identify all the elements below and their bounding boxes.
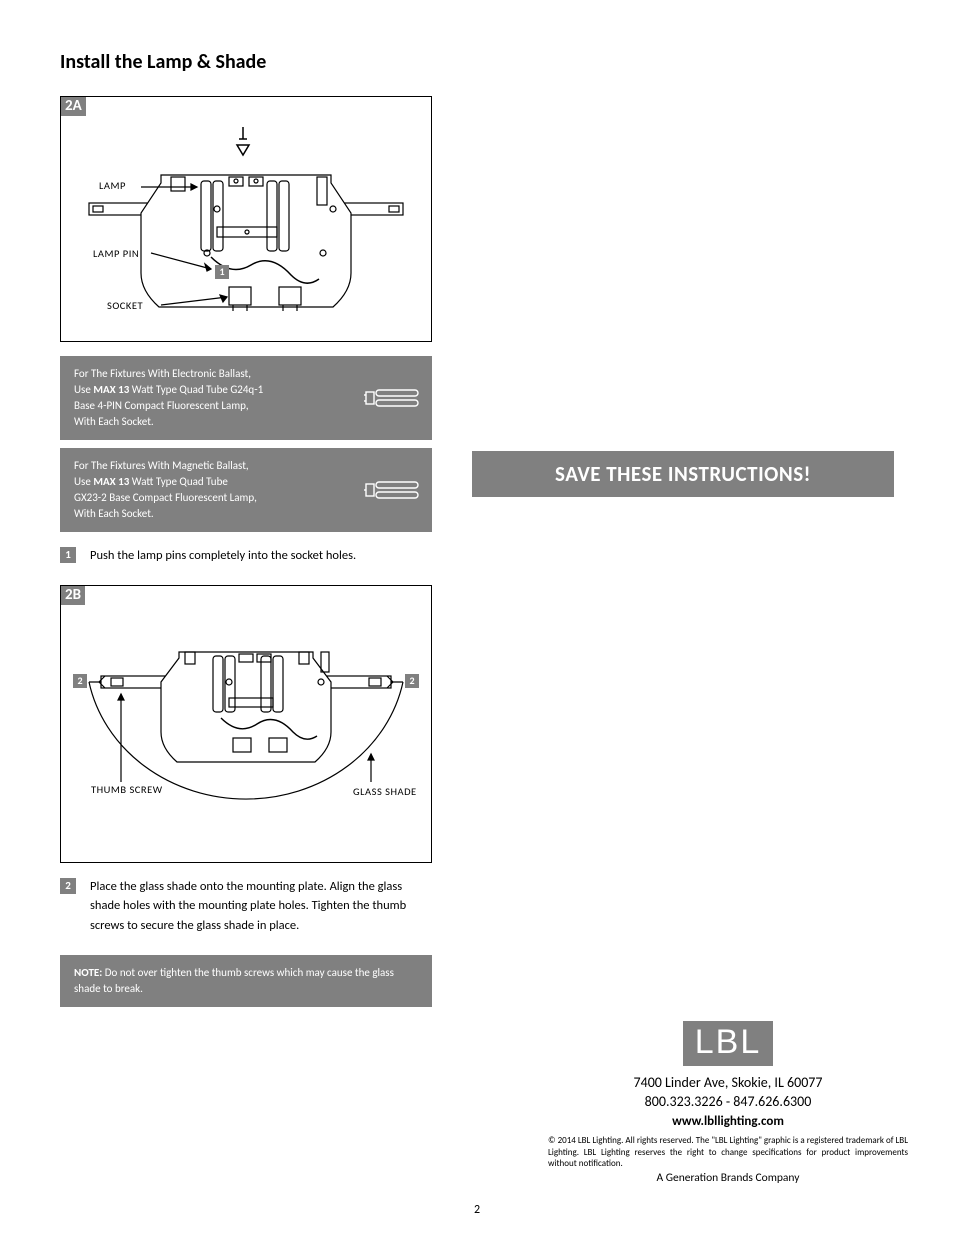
step-1-text: Push the lamp pins completely into the s… xyxy=(90,546,356,565)
two-column-layout: 2A xyxy=(60,96,894,1015)
note-text: Do not over tighten the thumb screws whi… xyxy=(74,966,394,995)
note-text: For The Fixtures With Magnetic Ballast, xyxy=(74,459,249,472)
callout-magnetic-ballast: For The Fixtures With Magnetic Ballast, … xyxy=(60,448,432,532)
note-text: With Each Socket. xyxy=(74,415,154,428)
note-text: Watt Type Quad Tube xyxy=(129,475,228,488)
step-2-number: 2 xyxy=(60,878,76,894)
note-text: For The Fixtures With Electronic Ballast… xyxy=(74,367,251,380)
note-prefix: NOTE: xyxy=(74,966,102,979)
label-lamp: LAMP xyxy=(99,179,126,192)
label-lamp-pin: LAMP PIN xyxy=(93,247,139,260)
note-text: GX23-2 Base Compact Fluorescent Lamp, xyxy=(74,491,257,504)
callout-electronic-ballast: For The Fixtures With Electronic Ballast… xyxy=(60,356,432,440)
figure-2a: 2A xyxy=(60,96,432,342)
footer-url: www.lbllighting.com xyxy=(548,1114,908,1129)
lbl-logo: LBL xyxy=(683,1021,774,1066)
footer: LBL 7400 Linder Ave, Skokie, IL 60077 80… xyxy=(548,1021,908,1185)
step-1: 1 Push the lamp pins completely into the… xyxy=(60,546,432,565)
note-text: MAX 13 xyxy=(93,475,129,488)
marker-1: 1 xyxy=(215,265,229,279)
save-instructions-banner: SAVE THESE INSTRUCTIONS! xyxy=(472,451,894,497)
marker-2-left: 2 xyxy=(73,674,87,688)
page-number: 2 xyxy=(0,1203,954,1217)
step-2-text: Place the glass shade onto the mounting … xyxy=(90,877,432,935)
right-column: SAVE THESE INSTRUCTIONS! xyxy=(472,96,894,1015)
marker-2-right: 2 xyxy=(405,674,419,688)
note-text: Use xyxy=(74,383,93,396)
figure-2b-diagram xyxy=(61,586,431,862)
left-column: 2A xyxy=(60,96,432,1015)
footer-legal: © 2014 LBL Lighting. All rights reserved… xyxy=(548,1135,908,1169)
note-text: Use xyxy=(74,475,93,488)
label-thumb-screw: THUMB SCREW xyxy=(91,784,163,797)
note-text: Watt Type Quad Tube G24q-1 xyxy=(129,383,263,396)
step-1-number: 1 xyxy=(60,547,76,563)
figure-2b: 2B xyxy=(60,585,432,863)
footer-tagline: A Generation Brands Company xyxy=(548,1171,908,1185)
note-text: Base 4-PIN Compact Fluorescent Lamp, xyxy=(74,399,249,412)
footer-phones: 800.323.3226 - 847.626.6300 xyxy=(548,1093,908,1110)
step-2: 2 Place the glass shade onto the mountin… xyxy=(60,877,432,935)
note-text: MAX 13 xyxy=(93,383,129,396)
lamp-2pin-icon xyxy=(364,480,420,500)
label-glass-shade: GLASS SHADE xyxy=(353,786,417,799)
label-socket: SOCKET xyxy=(107,299,143,312)
caution-note: NOTE: Do not over tighten the thumb scre… xyxy=(60,955,432,1007)
footer-address: 7400 Linder Ave, Skokie, IL 60077 xyxy=(548,1074,908,1091)
lamp-4pin-icon xyxy=(364,388,420,408)
page-title: Install the Lamp & Shade xyxy=(60,50,894,74)
note-text: With Each Socket. xyxy=(74,507,154,520)
